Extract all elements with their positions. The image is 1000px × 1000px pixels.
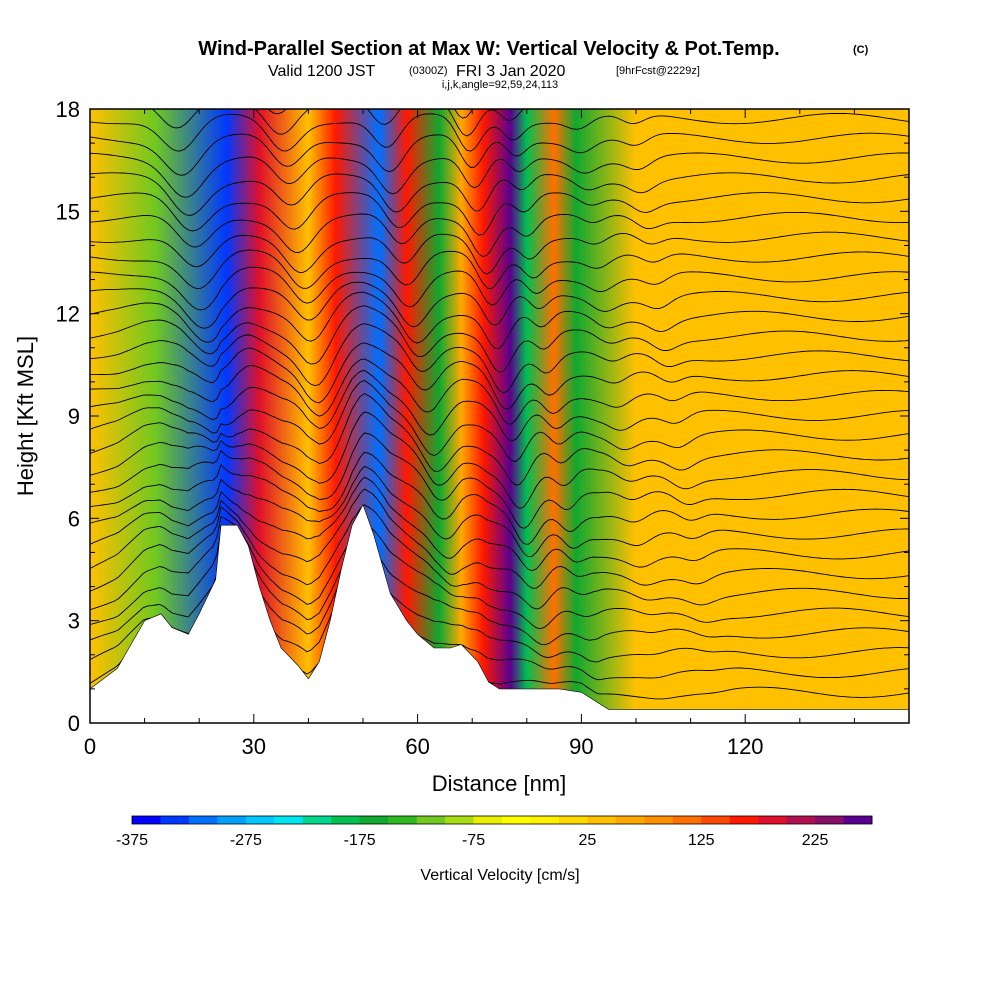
isentrope-contour xyxy=(90,281,909,329)
colorbar-frame xyxy=(131,815,873,825)
colorbar-swatch xyxy=(160,816,190,824)
isentrope-contour xyxy=(90,411,909,510)
isentrope-contour xyxy=(90,172,909,216)
colorbar-swatch xyxy=(843,816,873,824)
x-tick-label: 60 xyxy=(405,734,429,759)
chart-title: Wind-Parallel Section at Max W: Vertical… xyxy=(198,38,779,60)
colorbar-tick-label: -375 xyxy=(116,832,148,849)
colorbar-swatch xyxy=(245,816,275,824)
isentrope-contour xyxy=(90,323,909,394)
y-tick-label: 3 xyxy=(68,609,80,634)
colorbar-swatch xyxy=(502,816,531,824)
isentrope-contour xyxy=(90,393,909,486)
colorbar-tick-label: 125 xyxy=(688,832,715,849)
y-axis: 0 3 6 9 12 15 18 xyxy=(56,97,909,736)
colorbar-swatch xyxy=(587,816,617,824)
colorbar-label: Vertical Velocity [cm/s] xyxy=(420,867,579,884)
colorbar-swatch xyxy=(359,816,389,824)
y-tick-label: 12 xyxy=(56,302,80,327)
chart-title-mark: (C) xyxy=(853,44,869,56)
colorbar-swatch xyxy=(530,816,560,824)
colorbar-swatch xyxy=(445,816,474,824)
isentrope-contour xyxy=(90,192,909,236)
colorbar-swatch xyxy=(615,816,645,824)
isentrope-contour xyxy=(90,342,909,410)
y-tick-label: 6 xyxy=(68,506,80,531)
isentrope-contour xyxy=(90,152,909,198)
y-tick-label: 18 xyxy=(56,97,80,122)
isentrope-contour xyxy=(90,451,909,545)
forecast-info: [9hrFcst@2229z] xyxy=(616,65,700,77)
colorbar-swatch xyxy=(274,816,304,824)
y-axis-label: Height [Kft MSL] xyxy=(13,336,38,496)
y-tick-label: 0 xyxy=(68,711,80,736)
isentrope-contour xyxy=(90,515,909,630)
colorbar-swatch xyxy=(644,816,674,824)
colorbar-swatch xyxy=(302,816,332,824)
x-tick-label: 0 xyxy=(84,734,96,759)
colorbar-swatch xyxy=(815,816,844,824)
colorbar-swatch xyxy=(217,816,247,824)
isentrope-contour xyxy=(90,476,909,572)
colorbar-swatch xyxy=(729,816,759,824)
isentrope-contour xyxy=(90,488,909,589)
colorbar-tick-label: 25 xyxy=(578,832,596,849)
isentrope-contour xyxy=(90,291,909,349)
x-axis: 0 30 60 90 120 xyxy=(84,109,910,759)
isentrope-contour xyxy=(90,231,909,275)
plot-area xyxy=(90,109,909,723)
terrain-mask xyxy=(90,503,909,723)
colorbar-tick-label: 225 xyxy=(802,832,829,849)
colorbar-swatch xyxy=(558,816,588,824)
isentrope-contour xyxy=(90,132,909,176)
valid-date: FRI 3 Jan 2020 xyxy=(456,63,566,80)
y-tick-label: 15 xyxy=(56,199,80,224)
isentrope-contour xyxy=(90,305,909,373)
isentrope-contour xyxy=(90,112,909,152)
x-axis-label: Distance [nm] xyxy=(432,771,567,796)
colorbar-swatch xyxy=(188,816,218,824)
valid-utc: (0300Z) xyxy=(409,65,448,77)
colorbar-swatch xyxy=(132,816,161,824)
isentrope-contour xyxy=(90,358,909,425)
colorbar-swatch xyxy=(758,816,788,824)
colorbar-tick-label: -175 xyxy=(344,832,376,849)
colorbar-ticks: -375 -275 -175 -75 25 125 225 xyxy=(116,832,829,849)
colorbar-swatch xyxy=(672,816,702,824)
colorbar-swatch xyxy=(331,816,361,824)
colorbar-tick-label: -75 xyxy=(462,832,485,849)
isentrope-contour xyxy=(90,266,909,311)
isentrope-contour xyxy=(90,379,909,462)
colorbar-swatch xyxy=(701,816,731,824)
x-tick-label: 120 xyxy=(727,734,764,759)
x-tick-label: 30 xyxy=(242,734,266,759)
colorbar-swatch xyxy=(473,816,503,824)
colorbar-swatch xyxy=(388,816,418,824)
isentrope-contour xyxy=(90,369,909,442)
valid-prefix: Valid 1200 JST xyxy=(268,63,376,80)
colorbar-swatch xyxy=(786,816,816,824)
isentrope-contour xyxy=(90,211,909,258)
section-indices: i,j,k,angle=92,59,24,113 xyxy=(442,79,558,91)
colorbar xyxy=(131,815,873,825)
colorbar-swatch xyxy=(416,816,446,824)
isentrope-contour xyxy=(90,465,909,558)
y-tick-label: 9 xyxy=(68,404,80,429)
x-tick-label: 90 xyxy=(569,734,593,759)
isentrope-contour xyxy=(151,109,524,137)
isentrope-contour xyxy=(90,432,909,529)
colorbar-tick-label: -275 xyxy=(230,832,262,849)
isentrope-contour xyxy=(90,249,909,290)
isentrope-contour xyxy=(90,504,909,610)
